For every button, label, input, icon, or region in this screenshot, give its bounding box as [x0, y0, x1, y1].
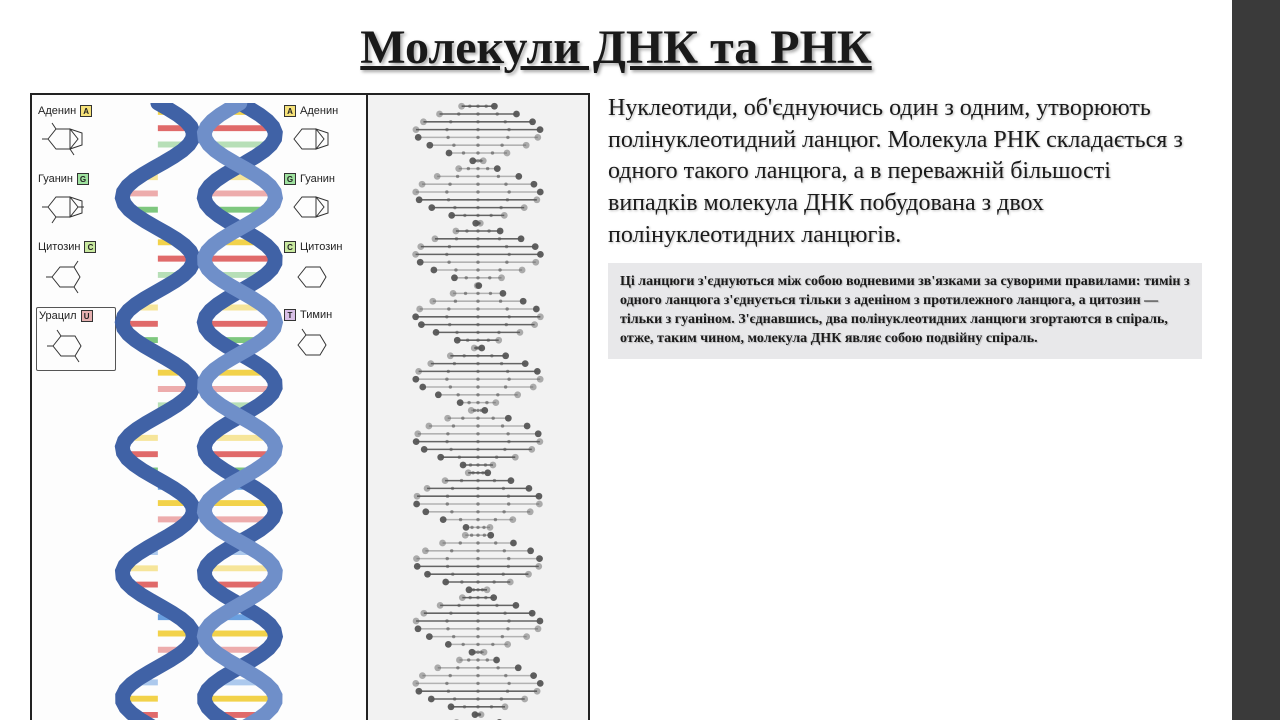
slide-sidebar-decoration [1232, 0, 1280, 720]
base-letter: G [77, 173, 89, 185]
base-letter: C [84, 241, 96, 253]
base-adenine-left: Аденин A [36, 103, 116, 165]
chem-structure-icon [284, 187, 334, 231]
bases-column-left: Аденин A Гуанин G Цито [36, 103, 116, 720]
base-name: Аденин [38, 105, 76, 117]
base-guanine-left: Гуанин G [36, 171, 116, 233]
base-letter: A [284, 105, 296, 117]
body-paragraph: Нуклеотиди, об'єднуючись один з одним, у… [608, 93, 1202, 251]
chem-structure-icon [38, 187, 88, 231]
base-name: Цитозин [38, 241, 80, 253]
base-name: Урацил [39, 310, 77, 322]
base-letter: A [80, 105, 92, 117]
dna-helix-icon [188, 103, 292, 720]
base-name: Аденин [300, 105, 338, 117]
detailed-dna-helix-icon [374, 101, 582, 720]
base-name: Гуанин [38, 173, 73, 185]
diagram-panel: Аденин A Гуанин G Цито [30, 93, 590, 720]
base-letter: T [284, 309, 296, 321]
base-guanine-right: G Гуанин [282, 171, 362, 233]
base-uracil-left: Урацил U [36, 307, 116, 371]
base-letter: U [81, 310, 93, 322]
base-letter: C [284, 241, 296, 253]
base-name: Гуанин [300, 173, 335, 185]
base-adenine-right: A Аденин [282, 103, 362, 165]
chem-structure-icon [38, 255, 88, 299]
page-title: Молекули ДНК та РНК [30, 20, 1202, 75]
text-column: Нуклеотиди, об'єднуючись один з одним, у… [608, 93, 1202, 720]
base-name: Тимин [300, 309, 332, 321]
chem-structure-icon [284, 323, 334, 367]
chem-structure-icon [284, 255, 334, 299]
bases-column-right: A Аденин G Гуанин C [282, 103, 362, 720]
content-row: Аденин A Гуанин G Цито [30, 93, 1202, 720]
chem-structure-icon [38, 119, 88, 163]
dna-helix-column: ДНК [200, 103, 280, 720]
slide: Молекули ДНК та РНК Аденин A Гу [0, 0, 1232, 720]
footnote-paragraph: Ці ланцюги з'єднуються між собою водневи… [608, 263, 1202, 359]
base-letter: G [284, 173, 296, 185]
base-cytosine-right: C Цитозин [282, 239, 362, 301]
base-name: Цитозин [300, 241, 342, 253]
base-cytosine-left: Цитозин C [36, 239, 116, 301]
base-thymine-right: T Тимин [282, 307, 362, 369]
rna-helix-column: РНК [118, 103, 198, 720]
diagram-detailed-helix [368, 95, 588, 720]
diagram-comparison: Аденин A Гуанин G Цито [32, 95, 368, 720]
chem-structure-icon [39, 324, 89, 368]
chem-structure-icon [284, 119, 334, 163]
